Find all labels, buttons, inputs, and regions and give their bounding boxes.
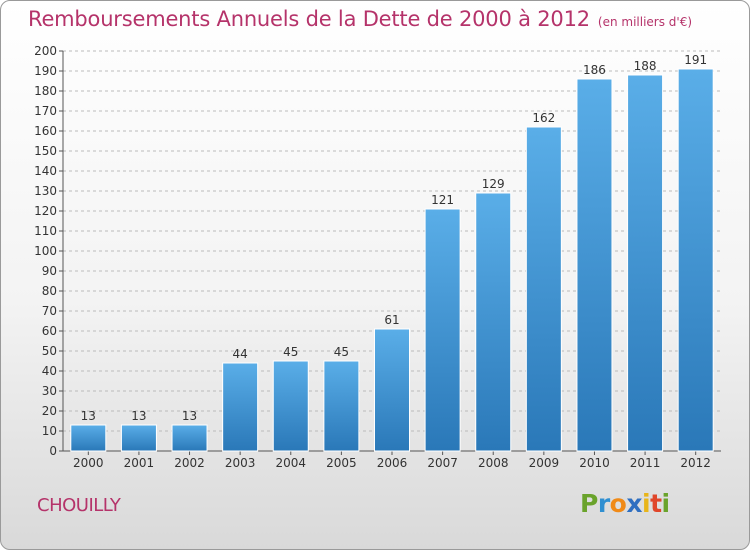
y-tick-label: 190 xyxy=(34,64,57,78)
chart-subtitle: (en milliers d'€) xyxy=(597,15,693,29)
bar-2012 xyxy=(677,68,714,452)
logo-letter: i xyxy=(642,489,651,518)
x-tick-label: 2008 xyxy=(478,456,509,470)
y-tick-label: 200 xyxy=(34,44,57,58)
y-tick-label: 180 xyxy=(34,84,57,98)
bar-2010 xyxy=(576,78,613,452)
data-label-2011: 188 xyxy=(634,59,657,73)
y-tick-label: 60 xyxy=(42,324,57,338)
y-tick-label: 40 xyxy=(42,364,57,378)
bar-2011 xyxy=(627,74,664,452)
data-label-2005: 45 xyxy=(334,345,349,359)
bar-2006 xyxy=(374,328,410,452)
x-tick-label: 2007 xyxy=(427,456,458,470)
y-tick-label: 90 xyxy=(42,264,57,278)
bars xyxy=(70,68,714,452)
logo-letter: P xyxy=(580,489,598,518)
logo-letter: o xyxy=(609,489,627,518)
x-tick-label: 2006 xyxy=(377,456,408,470)
logo-letter: x xyxy=(626,489,642,518)
y-tick-label: 140 xyxy=(34,164,57,178)
data-label-2004: 45 xyxy=(283,345,298,359)
bar-2009 xyxy=(525,126,562,452)
x-tick-label: 2002 xyxy=(174,456,205,470)
data-label-2008: 129 xyxy=(482,177,505,191)
data-label-2001: 13 xyxy=(131,409,146,423)
data-label-2007: 121 xyxy=(431,193,454,207)
y-tick-label: 150 xyxy=(34,144,57,158)
data-label-2000: 13 xyxy=(81,409,96,423)
y-tick-label: 70 xyxy=(42,304,57,318)
y-tick-label: 120 xyxy=(34,204,57,218)
x-tick-label: 2003 xyxy=(225,456,256,470)
data-labels: 13 13 13 44 45 45 61 121 129 162 186 188 191 xyxy=(81,53,707,423)
bar-2005 xyxy=(323,360,360,452)
chart-title-text: Remboursements Annuels de la Dette de 20… xyxy=(28,7,590,31)
y-tick-label: 160 xyxy=(34,124,57,138)
x-tick-label: 2009 xyxy=(529,456,560,470)
y-tick-label: 110 xyxy=(34,224,57,238)
data-label-2012: 191 xyxy=(684,53,707,67)
bar-2000 xyxy=(70,424,107,452)
y-tick-label: 10 xyxy=(42,424,57,438)
y-tick-label: 130 xyxy=(34,184,57,198)
logo-letter: r xyxy=(597,489,610,518)
data-label-2009: 162 xyxy=(532,111,555,125)
bar-2001 xyxy=(120,424,157,452)
bar-2007 xyxy=(424,208,461,452)
chart-title: Remboursements Annuels de la Dette de 20… xyxy=(28,7,692,31)
bar-2003 xyxy=(222,362,259,452)
y-tick-label: 100 xyxy=(34,244,57,258)
location-name: CHOUILLY xyxy=(37,495,121,516)
bar-2002 xyxy=(171,424,208,452)
bar-2004 xyxy=(272,360,309,452)
x-tick-label: 2000 xyxy=(73,456,104,470)
data-label-2006: 61 xyxy=(384,313,399,327)
data-label-2003: 44 xyxy=(233,347,248,361)
proxiti-logo: Proxiti xyxy=(580,489,670,518)
y-tick-label: 80 xyxy=(42,284,57,298)
y-tick-label: 20 xyxy=(42,404,57,418)
data-label-2002: 13 xyxy=(182,409,197,423)
logo-letter: t xyxy=(650,489,662,518)
y-tick-label: 170 xyxy=(34,104,57,118)
x-tick-label: 2011 xyxy=(630,456,661,470)
x-tick-label: 2012 xyxy=(680,456,711,470)
x-tick-label: 2005 xyxy=(326,456,357,470)
logo-letter: i xyxy=(661,489,671,518)
data-label-2010: 186 xyxy=(583,63,606,77)
y-tick-label: 30 xyxy=(42,384,57,398)
x-tick-label: 2001 xyxy=(124,456,155,470)
x-tick-label: 2004 xyxy=(275,456,306,470)
bar-2008 xyxy=(475,192,512,452)
x-tick-label: 2010 xyxy=(579,456,610,470)
y-tick-label: 50 xyxy=(42,344,57,358)
y-tick-label: 0 xyxy=(49,444,57,458)
